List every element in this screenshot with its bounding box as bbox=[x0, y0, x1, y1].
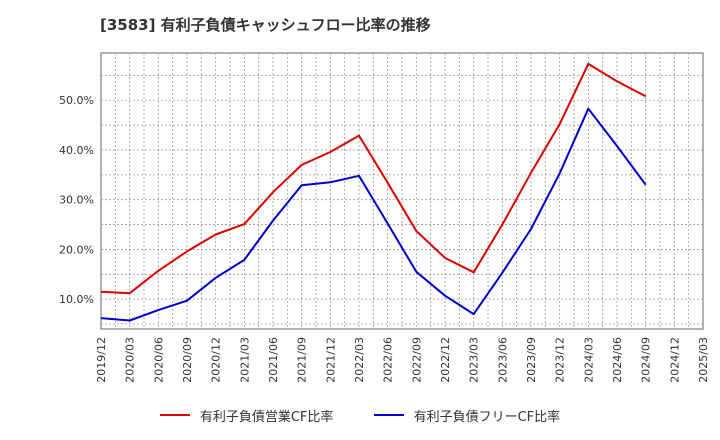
x-axis-ticks: 2019/12 2020/03 2020/06 2020/09 2020/12 2021/… bbox=[95, 337, 710, 383]
series-line-operating-cf bbox=[100, 62, 647, 295]
series-lines bbox=[100, 62, 647, 322]
x-tick-label: 2020/12 bbox=[210, 337, 223, 383]
x-tick-label: 2022/09 bbox=[410, 337, 423, 383]
legend-label-free-cf: 有利子負債フリーCF比率 bbox=[413, 409, 561, 425]
x-tick-label: 2021/12 bbox=[324, 337, 337, 383]
x-tick-label: 2021/03 bbox=[238, 337, 251, 383]
x-tick-label: 2023/06 bbox=[496, 337, 509, 383]
legend-item-operating-cf: 有利子負債営業CF比率 bbox=[159, 406, 334, 425]
x-tick-label: 2020/06 bbox=[152, 337, 165, 383]
legend: 有利子負債営業CF比率 有利子負債フリーCF比率 bbox=[0, 405, 720, 425]
x-tick-label: 2022/03 bbox=[353, 337, 366, 383]
x-tick-label: 2019/12 bbox=[95, 337, 108, 383]
legend-label-operating-cf: 有利子負債営業CF比率 bbox=[199, 409, 334, 425]
legend-swatch-blue bbox=[373, 414, 404, 416]
x-tick-label: 2024/09 bbox=[640, 337, 653, 383]
x-tick-label: 2024/03 bbox=[582, 337, 595, 383]
x-tick-label: 2023/03 bbox=[468, 337, 481, 383]
x-tick-label: 2022/12 bbox=[439, 337, 452, 383]
x-tick-label: 2021/06 bbox=[267, 337, 280, 383]
x-tick-label: 2023/09 bbox=[525, 337, 538, 383]
series-line-free-cf bbox=[100, 107, 647, 322]
x-tick-label: 2023/12 bbox=[554, 337, 567, 383]
legend-item-free-cf: 有利子負債フリーCF比率 bbox=[373, 406, 561, 425]
y-tick-label: 10.0% bbox=[59, 293, 94, 306]
x-tick-label: 2024/06 bbox=[611, 337, 624, 383]
vertical-grid bbox=[114, 53, 690, 329]
y-tick-label: 30.0% bbox=[59, 194, 94, 207]
x-tick-label: 2020/09 bbox=[181, 337, 194, 383]
y-tick-label: 40.0% bbox=[59, 144, 94, 157]
y-tick-label: 50.0% bbox=[59, 94, 94, 107]
y-axis-ticks: 10.0% 20.0% 30.0% 40.0% 50.0% bbox=[59, 94, 94, 306]
x-tick-label: 2020/03 bbox=[124, 337, 137, 383]
y-tick-label: 20.0% bbox=[59, 243, 94, 256]
x-tick-label: 2024/12 bbox=[668, 337, 681, 383]
x-tick-label: 2021/09 bbox=[296, 337, 309, 383]
x-tick-label: 2022/06 bbox=[382, 337, 395, 383]
x-tick-label: 2025/03 bbox=[697, 337, 710, 383]
chart-title: [3583] 有利子負債キャッシュフロー比率の推移 bbox=[100, 16, 431, 34]
legend-swatch-red bbox=[159, 414, 190, 416]
